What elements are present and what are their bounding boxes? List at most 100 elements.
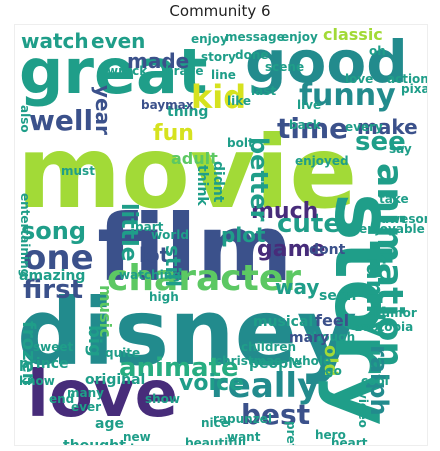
word-funny: funny [299,78,396,113]
word-back: back [289,118,321,132]
word-good: good [245,28,408,96]
word-see: see [355,127,406,157]
word-game: game [257,237,326,262]
word-even: even [91,29,146,53]
word-make: make [357,115,418,139]
word-watching: watching [119,268,181,282]
word-first: first [23,275,83,305]
word-seen: seen [319,288,357,304]
word-beautiful: beautiful [185,436,247,446]
word-adult: adult [171,149,218,168]
word-one: one [23,238,94,278]
word-thing: thing [167,104,209,120]
word-cloud: movie great good film disney story love charact… [14,24,428,446]
word-think: think [194,165,210,206]
word-far: far [305,445,324,446]
word-zootopia: zootopia [355,320,414,334]
word-rapunzel: rapunzel [213,412,272,426]
word-quite: quite [105,346,141,360]
word-story: story [201,50,236,64]
word-wreck: wreck [107,64,148,78]
word-whole: whole [291,354,332,368]
word-children: children [241,340,297,354]
word-love: love [345,72,374,86]
word-thought: thought [63,438,126,446]
chart-title: Community 6 [169,2,271,20]
word-show: show [145,392,181,406]
word-enjoyable: enjoyable [359,222,425,236]
word-part: part [135,220,164,234]
word-dont: dont [309,242,346,258]
word-great: great [19,35,208,108]
word-want: want [227,430,261,444]
word-ever: ever [71,400,102,414]
word-animate: animate [119,353,239,383]
word-high: high [149,290,179,304]
word-watch: watch [21,29,89,53]
word-hero: hero [315,428,346,442]
word-feel: feel [315,311,350,330]
word-scene: scene [265,60,305,74]
word-many: many [67,386,104,400]
word-also: also [18,105,32,133]
word-musical: musical [253,314,314,330]
word-end: end [49,392,75,406]
word-like: like [227,94,252,108]
word-awesome: awesome [381,212,427,226]
word-pretty: pretty [284,421,298,446]
word-age: age [95,416,124,432]
word-sweet: sweet [33,340,74,354]
word-go: go [325,364,342,378]
word-kid: kid [191,78,247,116]
word-last: last [251,84,277,98]
word-film: film [97,195,293,302]
word-enjoy: enjoy [191,32,228,46]
word-prince: prince [19,356,69,372]
word-character: character [107,258,302,299]
word-nice: nice [201,416,229,430]
word-brave: brave [165,64,204,78]
word-though: though [307,330,356,344]
word-say: say [389,142,412,156]
word-didnt: didnt [210,161,226,203]
word-baymax: baymax [141,98,194,112]
word-every: every [345,120,383,134]
word-bolt: bolt [227,136,254,150]
word-enjoyed: enjoyed [295,154,349,168]
word-know: know [19,374,55,388]
word-had: had [109,443,134,445]
word-must: must [61,164,95,178]
word-done: done [235,48,269,62]
word-live: live [297,98,322,112]
word-classic: classic [323,25,383,44]
word-heart: heart [331,436,368,446]
word-line: line [211,68,236,82]
word-pixar: pixar [401,82,427,96]
word-people: people [249,356,303,372]
word-lot: lot [139,243,170,267]
word-well: well [29,104,94,137]
word-entertaining: entertaining [18,193,32,278]
word-way: way [275,275,320,299]
word-message: message [225,30,285,44]
word-disney: disney [17,279,358,386]
word-action: action [387,72,428,86]
word-fun: fun [153,121,194,146]
word-original: original [85,372,146,388]
word-made: made [127,49,190,73]
word-plot: plot [221,223,266,247]
word-new: new [123,430,151,444]
word-christmas: christmas [215,354,282,368]
word-world: world [151,228,189,242]
word-humor: humor [373,306,417,320]
word-voice: voice [179,371,244,396]
word-really: really [211,366,320,406]
word-song: song [21,217,87,245]
word-cute: cute [277,209,341,239]
word-movie: movie [17,114,358,231]
word-time: time [277,112,349,145]
word-take: take [379,192,409,206]
word-best: best [241,398,311,431]
word-oh: oh [369,44,386,58]
word-mary: mary [289,330,330,346]
